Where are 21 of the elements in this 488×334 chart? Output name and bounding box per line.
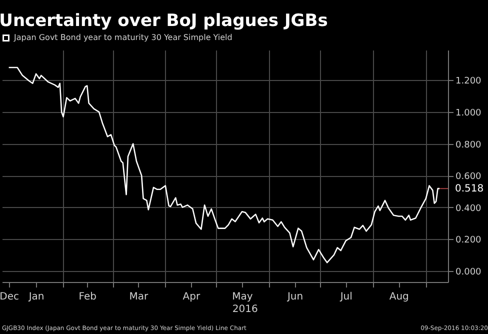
y-tick-label: 0.400 — [456, 204, 482, 214]
x-tick-label: Jan — [28, 292, 44, 302]
y-tick-label: 0.800 — [456, 140, 482, 150]
line-series — [8, 66, 440, 264]
chart-title: Uncertainty over BoJ plagues JGBs — [0, 11, 328, 31]
x-tick-label: Jun — [286, 292, 304, 302]
x-tick-label: Apr — [182, 292, 201, 302]
y-tick-label: 0.200 — [456, 236, 482, 246]
x-tick-label: Jul — [339, 292, 352, 302]
y-tick-label: 0.600 — [456, 172, 482, 182]
x-tick-label: Mar — [129, 292, 149, 302]
legend-label: Japan Govt Bond year to maturity 30 Year Simple Yield — [13, 33, 232, 42]
x-tick-label: Feb — [78, 292, 96, 302]
text: 2016 — [232, 304, 258, 315]
x-tick-label: May — [232, 292, 253, 302]
y-tick-label: 1.000 — [456, 108, 482, 118]
annotation: 0.518 — [455, 184, 484, 195]
x-tick-label: Aug — [389, 292, 409, 302]
y-tick-label: 0.000 — [456, 267, 482, 278]
y-tick-label: 1.200 — [456, 76, 482, 87]
x-tick-label: Dec — [0, 292, 19, 302]
